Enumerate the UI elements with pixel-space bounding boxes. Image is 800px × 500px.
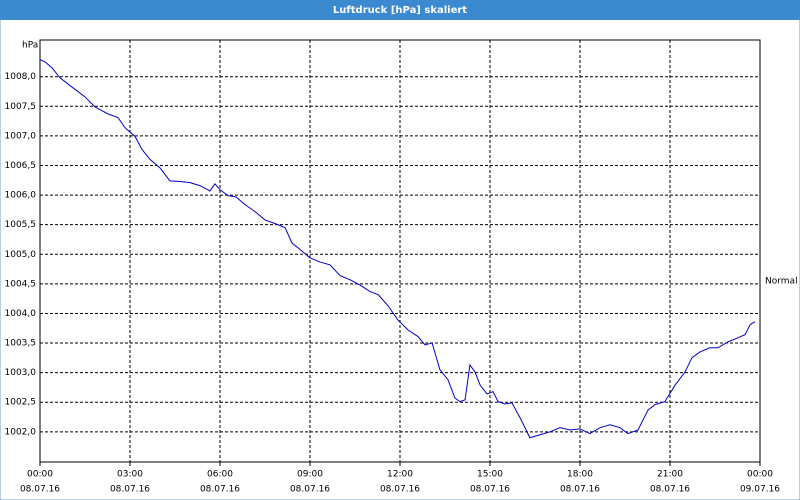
x-tick-label: 18:00 [567, 470, 593, 480]
y-tick-label: 1007,0 [5, 131, 37, 141]
x-tick-date: 08.07.16 [470, 485, 510, 495]
x-tick-label: 06:00 [207, 470, 233, 480]
chart-title: Luftdruck [hPa] skaliert [333, 5, 467, 16]
x-tick-date: 08.07.16 [290, 485, 330, 495]
x-tick-date: 08.07.16 [200, 485, 240, 495]
y-tick-label: 1002,5 [5, 398, 37, 408]
x-tick-label: 00:00 [747, 470, 773, 480]
data-line [39, 59, 756, 439]
x-tick-label: 09:00 [297, 470, 323, 480]
y-tick-label: 1007,5 [5, 102, 37, 112]
y-tick-label: 1002,0 [5, 427, 37, 437]
plot-frame [39, 39, 761, 463]
y-axis-label: hPa [22, 41, 38, 51]
y-tick-label: 1003,5 [5, 339, 37, 349]
x-tick-label: 21:00 [657, 470, 683, 480]
x-tick-date: 08.07.16 [20, 485, 60, 495]
y-tick-label: 1006,0 [5, 191, 37, 201]
y-tick-label: 1005,5 [5, 220, 37, 230]
y-tick-label: 1005,0 [5, 250, 37, 260]
x-tick-date: 09.07.16 [740, 485, 780, 495]
y-tick-label: 1006,5 [5, 161, 37, 171]
y-tick-label: 1004,5 [5, 279, 37, 289]
x-tick-date: 08.07.16 [110, 485, 150, 495]
x-tick-label: 03:00 [117, 470, 143, 480]
x-tick-date: 08.07.16 [650, 485, 690, 495]
y-tick-label: 1004,0 [5, 309, 37, 319]
x-tick-date: 08.07.16 [380, 485, 420, 495]
x-tick-label: 15:00 [477, 470, 503, 480]
x-tick-label: 00:00 [27, 470, 53, 480]
y-tick-label: 1003,0 [5, 368, 37, 378]
x-tick-label: 12:00 [387, 470, 413, 480]
x-tick-date: 08.07.16 [560, 485, 600, 495]
legend-label: Normal [765, 277, 798, 287]
y-tick-label: 1008,0 [5, 72, 37, 82]
title-bar [0, 0, 800, 20]
